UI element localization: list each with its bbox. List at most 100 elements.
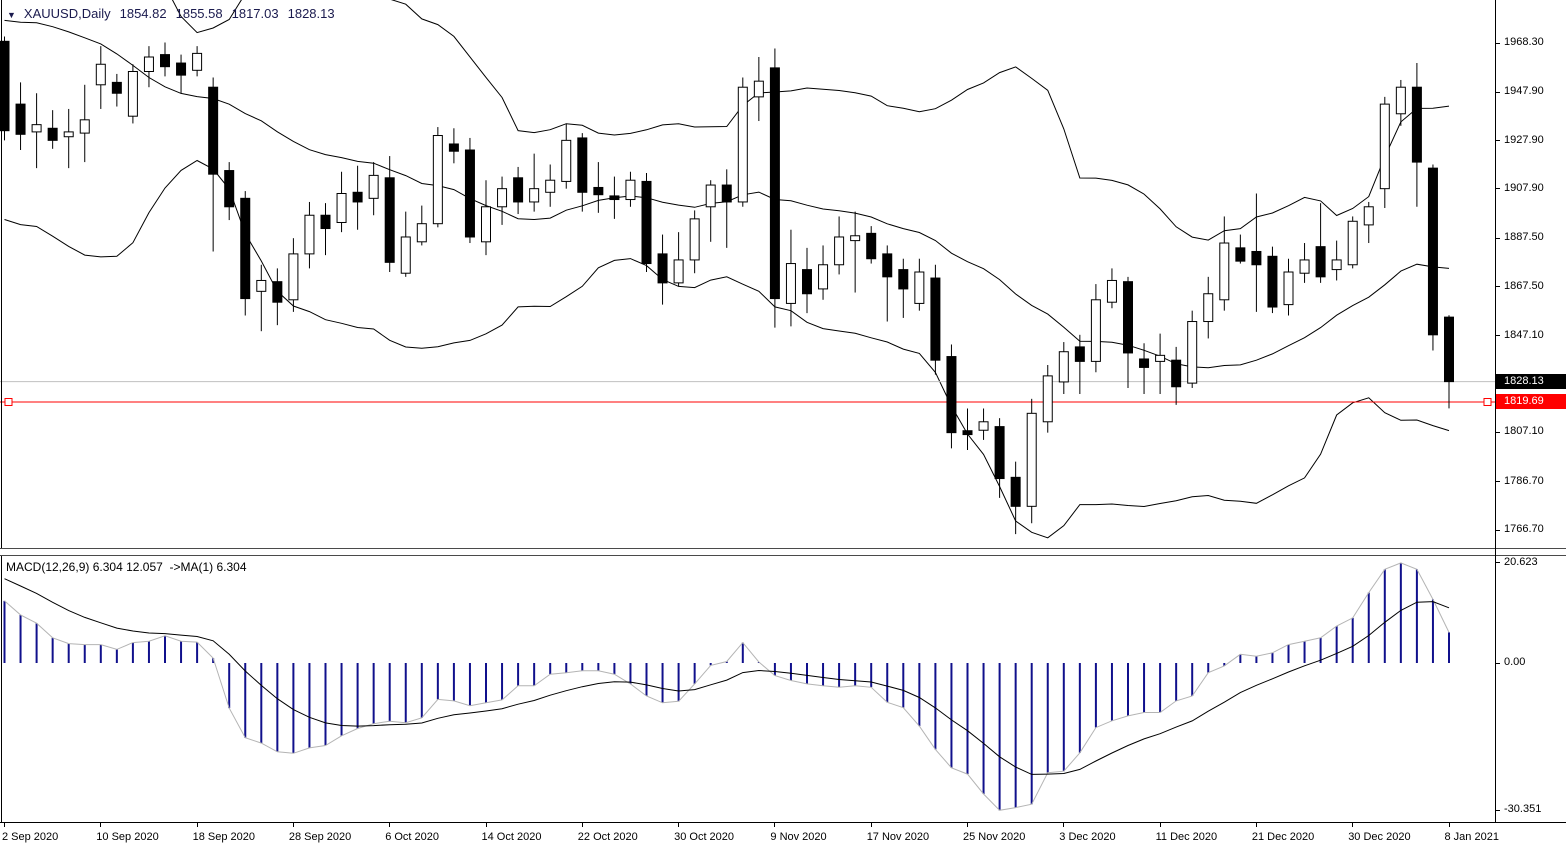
price-axis-tick bbox=[1496, 140, 1500, 142]
candle-body bbox=[962, 430, 973, 436]
candle-body bbox=[1411, 86, 1422, 163]
price-axis-tick bbox=[1496, 431, 1500, 433]
candle-body bbox=[111, 81, 122, 94]
candle-body bbox=[1090, 299, 1101, 362]
candle-body bbox=[978, 421, 989, 431]
candle-body bbox=[882, 253, 893, 278]
candle-body bbox=[1299, 259, 1310, 274]
candle-body bbox=[1123, 281, 1133, 354]
price-axis-tick bbox=[1496, 286, 1500, 287]
candle-body bbox=[1139, 358, 1150, 368]
candle-body bbox=[384, 177, 395, 263]
candle-body bbox=[785, 263, 796, 304]
macd-main-line bbox=[4, 562, 1450, 811]
macd-chart-canvas[interactable] bbox=[0, 556, 1495, 822]
candle-body bbox=[705, 184, 716, 208]
macd-value-signal: 12.057 bbox=[126, 560, 163, 574]
candle-body bbox=[769, 67, 780, 300]
candle-body bbox=[1315, 246, 1326, 278]
candle-body bbox=[160, 54, 170, 68]
date-axis-tick bbox=[1448, 823, 1450, 827]
date-axis-label: 22 Oct 2020 bbox=[577, 831, 638, 843]
candle-body bbox=[143, 56, 154, 73]
price-axis[interactable]: 1968.30 1947.90 1927.90 1907.90 1887.50 1867.… bbox=[1495, 0, 1566, 850]
pane-divider[interactable] bbox=[0, 548, 1566, 556]
date-axis-tick bbox=[196, 823, 198, 827]
hline-anchor-marker bbox=[4, 397, 13, 406]
price-axis-label: 1968.30 bbox=[1504, 36, 1544, 48]
candle-body bbox=[561, 139, 572, 182]
candle-body bbox=[0, 40, 10, 132]
symbol-dropdown-icon[interactable]: ▼ bbox=[7, 10, 16, 20]
candle-body bbox=[930, 277, 941, 361]
macd-value-main: 6.304 bbox=[92, 560, 123, 574]
macd-axis-tick bbox=[1496, 809, 1500, 811]
date-axis-tick bbox=[774, 823, 776, 827]
candle-body bbox=[866, 232, 877, 260]
candle-body bbox=[304, 214, 315, 255]
price-axis-label: 1807.10 bbox=[1504, 425, 1544, 438]
date-axis-label: 18 Sep 2020 bbox=[192, 831, 255, 843]
macd-axis-label: 0.00 bbox=[1504, 656, 1526, 668]
date-axis-tick bbox=[389, 823, 391, 827]
candle-body bbox=[802, 269, 812, 295]
date-axis-tick bbox=[870, 823, 872, 827]
candle-body bbox=[753, 80, 764, 98]
ohlc-close: 1828.13 bbox=[287, 6, 335, 21]
candle-body bbox=[448, 143, 459, 152]
price-chart-canvas[interactable] bbox=[0, 0, 1495, 548]
price-axis-label: 1766.70 bbox=[1504, 523, 1544, 535]
candle-body bbox=[577, 137, 588, 193]
candle-body bbox=[432, 135, 443, 225]
candle-body bbox=[1187, 321, 1198, 384]
price-axis-label: 1927.90 bbox=[1504, 133, 1544, 146]
date-axis-tick bbox=[1159, 823, 1161, 827]
candle-body bbox=[994, 426, 1005, 480]
date-axis-tick bbox=[967, 823, 968, 827]
macd-name: MACD(12,26,9) bbox=[6, 560, 90, 574]
price-axis-tick bbox=[1496, 481, 1500, 483]
date-axis[interactable]: 2 Sep 2020 10 Sep 2020 18 Sep 2020 28 Sep 2… bbox=[0, 822, 1566, 850]
date-axis-label: 28 Sep 2020 bbox=[288, 831, 352, 843]
price-axis-tick bbox=[1496, 529, 1500, 531]
price-axis-label: 1887.50 bbox=[1504, 231, 1544, 244]
date-axis-label: 10 Sep 2020 bbox=[96, 831, 159, 843]
candle-body bbox=[1171, 359, 1182, 388]
price-axis-label: 1867.50 bbox=[1504, 279, 1544, 292]
candle-body bbox=[127, 71, 138, 117]
candle-body bbox=[31, 124, 42, 133]
candle-body bbox=[224, 170, 235, 208]
candle-body bbox=[1219, 242, 1230, 301]
price-axis-tick bbox=[1496, 188, 1500, 190]
candle-body bbox=[625, 179, 636, 201]
price-axis-label: 1907.90 bbox=[1504, 181, 1544, 194]
candle-body bbox=[689, 218, 700, 261]
symbol-label: XAUUSD,Daily bbox=[23, 6, 111, 21]
date-axis-tick bbox=[581, 823, 583, 827]
date-axis-label: 2 Sep 2020 bbox=[2, 831, 59, 843]
candle-body bbox=[1331, 259, 1342, 271]
candle-body bbox=[1283, 271, 1294, 306]
price-axis-tick bbox=[1496, 335, 1500, 337]
candle-body bbox=[47, 127, 58, 141]
date-axis-label: 9 Nov 2020 bbox=[770, 831, 827, 843]
candle-body bbox=[850, 235, 861, 242]
candle-body bbox=[79, 119, 90, 134]
candle-body bbox=[352, 191, 363, 203]
date-axis-label: 8 Jan 2021 bbox=[1444, 831, 1499, 843]
candle-body bbox=[737, 86, 748, 203]
candle-body bbox=[1010, 476, 1021, 507]
candle-body bbox=[513, 177, 524, 203]
chart-left-border bbox=[1, 0, 2, 822]
date-axis-label: 25 Nov 2020 bbox=[963, 831, 1026, 843]
candle-body bbox=[320, 214, 331, 230]
candle-body bbox=[609, 195, 620, 201]
candle-body bbox=[593, 186, 604, 196]
price-axis-tick bbox=[1496, 42, 1500, 44]
candle-body bbox=[288, 253, 299, 301]
date-axis-label: 11 Dec 2020 bbox=[1155, 831, 1218, 843]
macd-axis-tick bbox=[1496, 662, 1500, 664]
candle-body bbox=[1395, 86, 1406, 115]
candle-body bbox=[497, 188, 508, 208]
